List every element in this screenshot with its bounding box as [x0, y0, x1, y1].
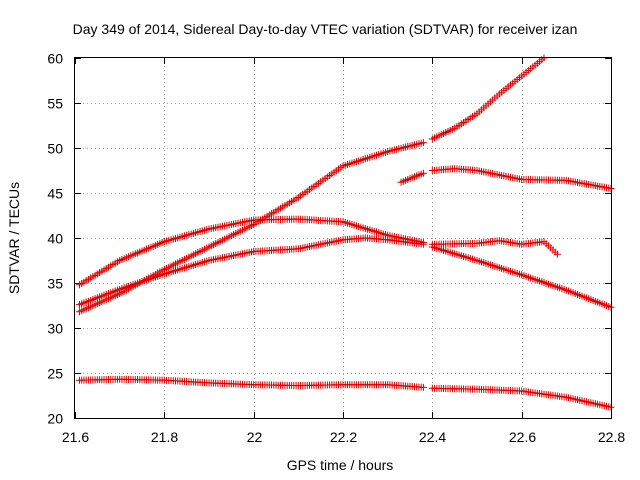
data-point — [419, 169, 427, 177]
data-point — [419, 383, 427, 391]
x-tick-label: 21.8 — [151, 429, 178, 445]
series-track — [428, 384, 615, 411]
data-points — [75, 54, 615, 411]
y-tick-label: 25 — [47, 366, 63, 382]
x-tick-label: 21.6 — [62, 429, 89, 445]
y-tick-label: 50 — [47, 141, 63, 157]
series-track — [75, 375, 427, 391]
series-track — [397, 169, 427, 186]
series-track — [428, 237, 561, 258]
x-tick-label: 22.6 — [509, 429, 536, 445]
x-axis-label: GPS time / hours — [287, 457, 394, 473]
x-tick-label: 22 — [247, 429, 263, 445]
y-tick-label: 45 — [47, 186, 63, 202]
data-point — [419, 240, 427, 248]
series-track — [428, 54, 548, 143]
y-tick-label: 40 — [47, 231, 63, 247]
series-track — [428, 243, 615, 311]
y-tick-label: 55 — [47, 96, 63, 112]
x-tick-label: 22.2 — [330, 429, 357, 445]
y-tick-labels: 20 25 30 35 40 45 50 55 60 — [47, 51, 63, 427]
plot-frame — [74, 57, 612, 419]
y-tick-label: 35 — [47, 276, 63, 292]
y-tick-label: 20 — [47, 411, 63, 427]
x-tick-label: 22.4 — [419, 429, 446, 445]
x-tick-labels: 21.6 21.8 22 22.2 22.4 22.6 22.8 — [62, 429, 625, 445]
x-tick-label: 22.8 — [598, 429, 625, 445]
series-track — [428, 165, 615, 192]
y-axis-label: SDTVAR / TECUs — [6, 182, 22, 294]
y-tick-label: 60 — [47, 51, 63, 67]
data-point — [419, 139, 427, 147]
data-point — [553, 250, 561, 258]
chart-title: Day 349 of 2014, Sidereal Day-to-day VTE… — [73, 21, 578, 37]
series-track — [75, 234, 427, 309]
y-tick-label: 30 — [47, 321, 63, 337]
series-track — [75, 215, 427, 289]
